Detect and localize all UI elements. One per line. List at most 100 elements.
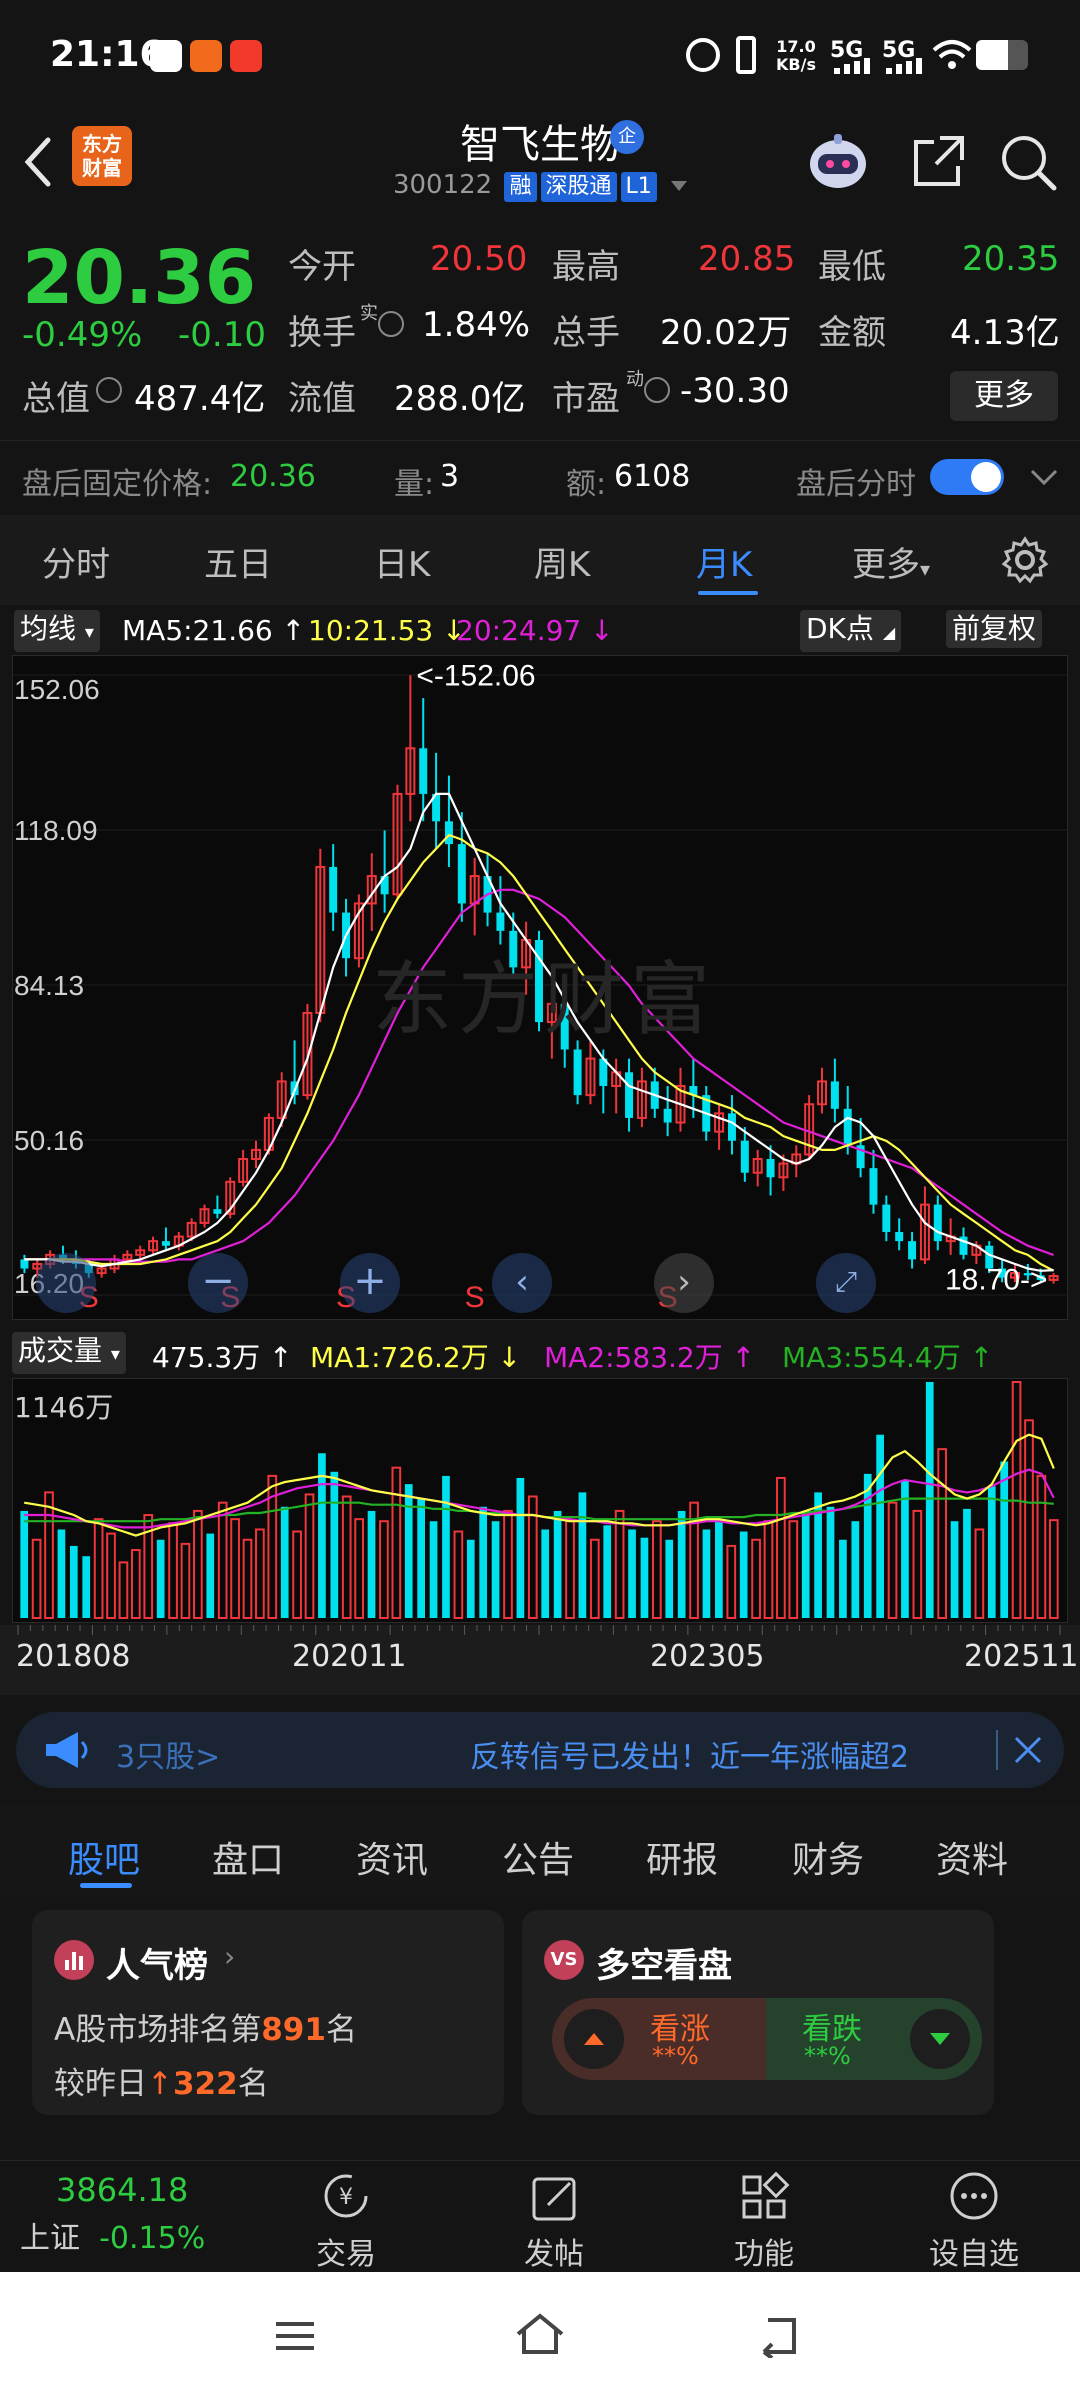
info-icon[interactable] bbox=[644, 377, 670, 403]
volume-bar bbox=[143, 1514, 154, 1619]
after-hours-toggle[interactable] bbox=[930, 459, 1004, 495]
drag-handle-icon[interactable] bbox=[36, 1253, 96, 1313]
trade-button[interactable]: ¥ 交易 bbox=[276, 2171, 416, 2273]
sentiment-card[interactable]: VS 多空看盘 看涨 **% 看跌 **% bbox=[522, 1910, 994, 2115]
volume-chart[interactable]: 1146万 bbox=[12, 1378, 1068, 1623]
volume-bar bbox=[118, 1561, 129, 1619]
stock-name[interactable]: 智飞生物 bbox=[460, 122, 620, 168]
ma20-label: 20:24.97 ↓ bbox=[456, 614, 614, 647]
tab-news[interactable]: 资讯 bbox=[356, 1840, 429, 1881]
after-hours-price-label: 盘后固定价格: bbox=[22, 467, 213, 502]
volume-bar bbox=[1048, 1519, 1059, 1619]
enterprise-badge: 企 bbox=[610, 120, 644, 154]
volume-bar bbox=[330, 1471, 339, 1618]
back-button[interactable] bbox=[18, 132, 58, 192]
candle-body bbox=[1023, 1273, 1032, 1276]
popularity-card[interactable]: 人气榜 › A股市场排名第891名 较昨日↑322名 bbox=[32, 1910, 504, 2115]
adjust-button[interactable]: 前复权 bbox=[946, 610, 1043, 648]
after-hours-toggle-label: 盘后分时 bbox=[796, 467, 916, 502]
bull-label: 看涨 bbox=[650, 2012, 710, 2047]
y-tick-label: 118.09 bbox=[14, 815, 98, 846]
tab-monthly-k[interactable]: 月K bbox=[696, 545, 753, 585]
date-tick-label: 201808 bbox=[16, 1639, 131, 1674]
close-icon[interactable] bbox=[1008, 1730, 1048, 1774]
candle-body bbox=[405, 747, 416, 795]
tab-weekly-k[interactable]: 周K bbox=[534, 545, 591, 585]
search-icon[interactable] bbox=[996, 130, 1060, 194]
turnover-sup: 实 bbox=[360, 303, 378, 324]
tab-more[interactable]: 更多▾ bbox=[852, 545, 931, 585]
volume-bar bbox=[839, 1539, 847, 1618]
info-icon[interactable] bbox=[378, 311, 404, 337]
volume-bar bbox=[776, 1476, 786, 1619]
date-tick-label: 202305 bbox=[650, 1639, 765, 1674]
more-button[interactable]: 更多 bbox=[950, 371, 1058, 421]
info-icon[interactable] bbox=[96, 377, 122, 403]
tab-forum[interactable]: 股吧 bbox=[68, 1840, 141, 1881]
tab-minute[interactable]: 分时 bbox=[42, 545, 110, 585]
robot-assistant-icon[interactable] bbox=[806, 130, 870, 194]
wifi-icon bbox=[932, 38, 972, 72]
scroll-left-button[interactable]: ‹ bbox=[492, 1253, 552, 1313]
volume-bar bbox=[130, 1549, 141, 1619]
candle-body bbox=[843, 1108, 852, 1146]
kline-chart[interactable]: 152.06118.0984.1350.1616.20<-152.0618.70… bbox=[12, 655, 1068, 1320]
tab-daily-k[interactable]: 日K bbox=[374, 545, 431, 585]
sentiment-title: 多空看盘 bbox=[596, 1946, 732, 1986]
bull-segment[interactable]: 看涨 **% bbox=[552, 1998, 766, 2080]
volume-label: 总手 bbox=[552, 313, 620, 353]
candle-body bbox=[599, 1058, 608, 1086]
active-tab-indicator bbox=[698, 591, 758, 595]
banner-left-text[interactable]: 3只股> bbox=[116, 1740, 221, 1775]
zoom-out-button[interactable]: − bbox=[188, 1253, 248, 1313]
float-value: 288.0亿 bbox=[394, 379, 526, 419]
min-price-annotation: 18.70-> bbox=[945, 1264, 1048, 1297]
volume-bar bbox=[156, 1539, 165, 1618]
mcap-value: 487.4亿 bbox=[134, 379, 266, 419]
chevron-down-icon[interactable] bbox=[1030, 467, 1058, 491]
volume-bar bbox=[106, 1532, 116, 1619]
functions-button[interactable]: 功能 bbox=[694, 2171, 834, 2273]
bear-value: **% bbox=[804, 2042, 851, 2070]
float-label: 流值 bbox=[288, 379, 356, 419]
app-notification-icon bbox=[230, 40, 262, 72]
volume-bar bbox=[788, 1520, 799, 1619]
volume-bar bbox=[677, 1510, 686, 1618]
banner-message[interactable]: 反转信号已发出！近一年涨幅超2 bbox=[470, 1740, 910, 1775]
tab-announcements[interactable]: 公告 bbox=[502, 1840, 575, 1881]
menu-icon[interactable] bbox=[270, 2316, 320, 2360]
index-ticker[interactable]: 3864.18 上证 -0.15% bbox=[20, 2171, 250, 2257]
tab-order-book[interactable]: 盘口 bbox=[212, 1840, 285, 1881]
share-icon[interactable] bbox=[906, 130, 970, 194]
settings-gear-icon[interactable] bbox=[1000, 535, 1050, 589]
tab-financials[interactable]: 财务 bbox=[792, 1840, 865, 1881]
ma10-label: 10:21.53 ↓ bbox=[308, 614, 466, 647]
bear-label: 看跌 bbox=[802, 2012, 862, 2047]
home-icon[interactable] bbox=[512, 2312, 568, 2360]
stock-code-row[interactable]: 300122 融深股通 L1 bbox=[0, 170, 1080, 202]
zoom-in-button[interactable]: + bbox=[340, 1253, 400, 1313]
tab-research[interactable]: 研报 bbox=[646, 1840, 719, 1881]
megaphone-icon bbox=[42, 1730, 92, 1774]
tab-five-day[interactable]: 五日 bbox=[204, 545, 272, 585]
candle-body bbox=[457, 844, 466, 904]
back-nav-icon[interactable] bbox=[754, 2314, 804, 2362]
volume-bar bbox=[69, 1545, 78, 1618]
caret-down-icon: ▾ bbox=[920, 557, 931, 581]
indicator-selector[interactable]: 成交量 ▾ bbox=[12, 1332, 126, 1374]
ma-selector[interactable]: 均线 ▾ bbox=[14, 610, 100, 652]
dk-point-button[interactable]: DK点 ◢ bbox=[800, 610, 902, 652]
volume-bar bbox=[527, 1495, 538, 1619]
add-watchlist-button[interactable]: 设自选 bbox=[904, 2171, 1044, 2273]
bear-segment[interactable]: 看跌 **% bbox=[766, 1998, 982, 2080]
tab-profile[interactable]: 资料 bbox=[936, 1840, 1009, 1881]
promo-banner[interactable]: 3只股> 反转信号已发出！近一年涨幅超2 bbox=[16, 1712, 1064, 1788]
post-button[interactable]: 发帖 bbox=[484, 2171, 624, 2273]
grid-icon bbox=[742, 2171, 790, 2219]
period-tabs: 分时 五日 日K 周K 月K 更多▾ bbox=[0, 515, 1080, 605]
app-notification-icon bbox=[150, 40, 182, 72]
fullscreen-icon[interactable]: ⤢ bbox=[816, 1253, 876, 1313]
volume-bar bbox=[180, 1542, 191, 1619]
sell-signal-mark: S bbox=[465, 1281, 485, 1314]
scroll-right-button[interactable]: › bbox=[654, 1253, 714, 1313]
